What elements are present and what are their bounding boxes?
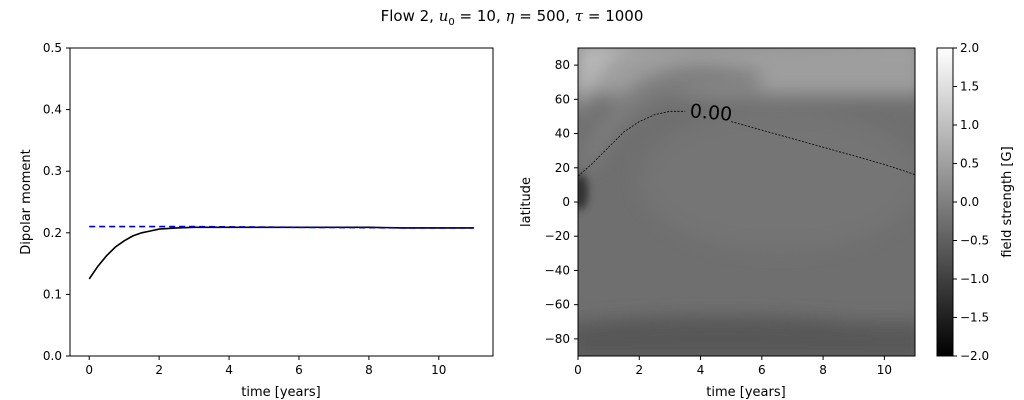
heatmap-image — [578, 48, 915, 356]
x-tick-label: 0 — [85, 363, 93, 377]
y-tick-label: −80 — [545, 332, 570, 346]
colorbar-tick-label: 1.5 — [960, 80, 979, 94]
x-tick-label: 6 — [295, 363, 303, 377]
contour-level-label: 0.00 — [689, 100, 733, 126]
left-y-axis-label: Dipolar moment — [19, 149, 34, 255]
y-tick-label: 0.1 — [43, 287, 62, 301]
x-tick-label: 6 — [758, 363, 766, 377]
right-x-axis-label: time [years] — [706, 385, 785, 400]
y-tick-label: −20 — [545, 229, 570, 243]
left-y-ticks: 0.0 0.1 0.2 0.3 0.4 0.5 — [43, 41, 70, 363]
x-tick-label: 8 — [365, 363, 373, 377]
y-tick-label: 40 — [555, 127, 570, 141]
y-tick-label: 0.0 — [43, 349, 62, 363]
left-series-group — [88, 225, 474, 280]
x-tick-label: 8 — [819, 363, 827, 377]
colorbar-label: field strength [G] — [1000, 146, 1015, 257]
right-x-ticks: 0 2 4 6 8 10 — [574, 356, 892, 377]
colorbar-tick-label: −2.0 — [960, 349, 989, 363]
right-y-axis-label: latitude — [519, 177, 534, 227]
x-tick-label: 10 — [431, 363, 446, 377]
dipolar-moment-plot: 0 2 4 6 8 10 0.00.10.20.30.40.5 time [years] … — [19, 41, 494, 400]
left-x-ticks: 0 2 4 6 8 10 — [85, 356, 446, 377]
x-tick-label: 10 — [877, 363, 892, 377]
x-tick-label: 4 — [697, 363, 705, 377]
colorbar-tick-label: −1.0 — [960, 272, 989, 286]
colorbar-tick-label: −1.5 — [960, 311, 989, 325]
x-tick-label: 2 — [635, 363, 643, 377]
y-tick-label: −40 — [545, 263, 570, 277]
y-tick-label: 60 — [555, 92, 570, 106]
y-tick-label: 0 — [562, 195, 570, 209]
colorbar-tick-label: 0.0 — [960, 195, 979, 209]
x-tick-label: 2 — [155, 363, 163, 377]
y-tick-label: 0.4 — [43, 103, 62, 117]
colorbar-tick-label: −0.5 — [960, 234, 989, 248]
y-tick-label: 0.2 — [43, 226, 62, 240]
colorbar-tick-label: 1.0 — [960, 118, 979, 132]
series-line-0 — [88, 226, 474, 280]
figure-title: Flow 2, u0 = 10, η = 500, τ = 1000 — [380, 7, 644, 28]
y-tick-label: 0.5 — [43, 41, 62, 55]
y-tick-label: 80 — [555, 58, 570, 72]
zero-contour-line — [731, 121, 916, 175]
y-tick-label: 20 — [555, 161, 570, 175]
colorbar-ticks: −2.0 −1.5 −1.0 −0.5 0.0 0.5 1.0 1.5 2.0 — [953, 41, 989, 363]
colorbar-gradient — [936, 47, 954, 357]
x-tick-label: 4 — [225, 363, 233, 377]
colorbar: −2.0 −1.5 −1.0 −0.5 0.0 0.5 1.0 1.5 2.0 field st… — [936, 41, 1015, 363]
y-tick-label: 0.3 — [43, 164, 62, 178]
field-heatmap-plot: 0.00 0 2 4 6 8 10 −80 −60 −40 −20 0 20 40 60 80 time … — [519, 47, 916, 400]
left-x-axis-label: time [years] — [241, 385, 320, 400]
y-tick-label: −60 — [545, 298, 570, 312]
left-axes-frame — [69, 47, 494, 357]
colorbar-tick-label: 0.5 — [960, 157, 979, 171]
x-tick-label: 0 — [574, 363, 582, 377]
zero-contour-line — [577, 110, 686, 177]
right-y-ticks: −80 −60 −40 −20 0 20 40 60 80 — [545, 58, 578, 346]
colorbar-tick-label: 2.0 — [960, 41, 979, 55]
